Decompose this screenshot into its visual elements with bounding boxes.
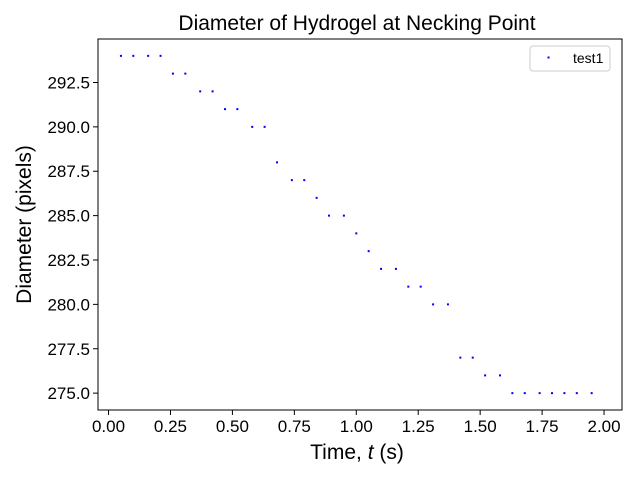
data-point — [432, 303, 435, 306]
data-point — [498, 374, 501, 377]
y-tick-label: 277.5 — [47, 340, 90, 359]
x-tick-label: 2.00 — [587, 417, 620, 436]
legend-label: test1 — [573, 50, 604, 66]
data-point — [263, 125, 266, 128]
data-point — [551, 392, 554, 395]
data-point — [484, 374, 487, 377]
y-tick-label: 292.5 — [47, 73, 90, 92]
data-point — [303, 179, 306, 182]
y-tick-label: 282.5 — [47, 251, 90, 270]
data-point — [159, 54, 162, 57]
data-point — [394, 267, 397, 270]
legend-marker — [547, 56, 550, 59]
x-tick-label: 0.00 — [92, 417, 125, 436]
data-point — [380, 267, 383, 270]
x-axis-label-suffix: (s) — [374, 441, 404, 464]
data-point — [355, 232, 358, 235]
data-point — [147, 54, 150, 57]
y-tick-label: 287.5 — [47, 162, 90, 181]
data-point — [132, 54, 135, 57]
data-point — [471, 356, 474, 359]
x-tick-label: 0.50 — [216, 417, 249, 436]
data-point — [184, 72, 187, 75]
x-axis-ticks: 0.00 0.25 0.50 0.75 1.00 1.25 1.50 1.75 2.00 — [92, 410, 621, 436]
plot-area — [97, 38, 623, 411]
y-tick-label: 290.0 — [47, 118, 90, 137]
data-point — [575, 392, 578, 395]
data-point — [407, 285, 410, 288]
data-point — [342, 214, 345, 217]
chart-title: Diameter of Hydrogel at Necking Point — [178, 12, 535, 35]
data-point — [511, 392, 514, 395]
data-point — [290, 179, 293, 182]
x-tick-label: 0.25 — [154, 417, 187, 436]
data-point — [199, 90, 202, 93]
y-tick-label: 285.0 — [47, 207, 90, 226]
data-point — [315, 196, 318, 199]
data-point — [171, 72, 174, 75]
data-point — [236, 108, 239, 111]
x-tick-label: 0.75 — [278, 417, 311, 436]
data-point — [211, 90, 214, 93]
x-tick-label: 1.50 — [464, 417, 497, 436]
data-point — [223, 108, 226, 111]
data-point — [251, 125, 254, 128]
x-tick-label: 1.00 — [340, 417, 373, 436]
axes-frame — [97, 38, 623, 411]
x-axis-label-prefix: Time, — [310, 441, 368, 464]
x-tick-label: 1.25 — [402, 417, 435, 436]
legend: test1 — [529, 45, 611, 72]
data-point — [367, 250, 370, 253]
data-point — [328, 214, 331, 217]
legend-box — [529, 45, 611, 72]
y-axis-label: Diameter (pixels) — [13, 145, 36, 304]
y-tick-label: 280.0 — [47, 295, 90, 314]
data-point — [419, 285, 422, 288]
data-point — [459, 356, 462, 359]
x-axis-label-variable: t — [368, 441, 375, 464]
x-axis-label: Time, t (s) — [310, 441, 404, 464]
y-tick-label: 275.0 — [47, 384, 90, 403]
x-tick-label: 1.75 — [526, 417, 559, 436]
y-axis-ticks: 275.0 277.5 280.0 282.5 285.0 287.5 290.0 292.5 — [47, 73, 98, 403]
data-point — [563, 392, 566, 395]
data-point — [119, 54, 122, 57]
data-point — [276, 161, 279, 164]
data-point — [538, 392, 541, 395]
data-point — [590, 392, 593, 395]
data-points — [119, 54, 593, 395]
data-point — [523, 392, 526, 395]
data-point — [446, 303, 449, 306]
